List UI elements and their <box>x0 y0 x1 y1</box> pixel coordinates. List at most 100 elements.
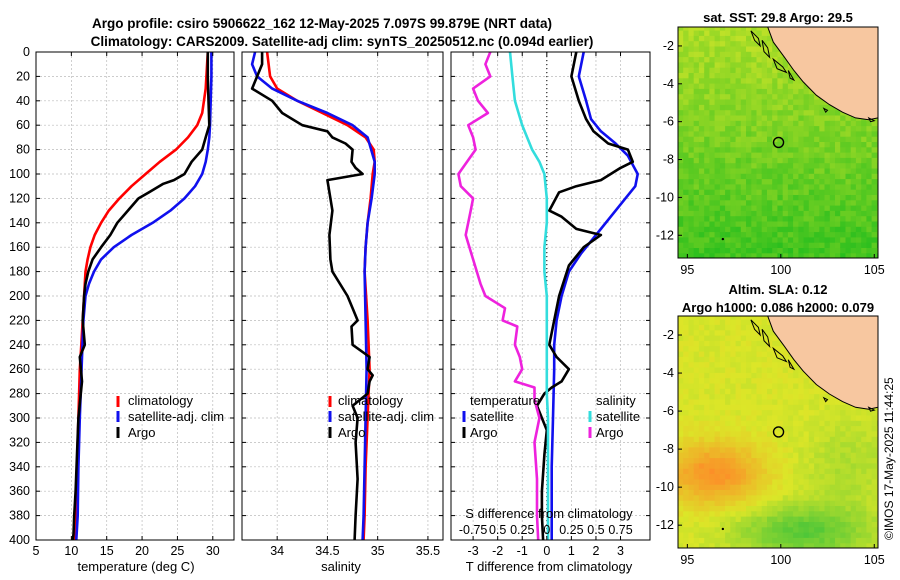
map-cell <box>719 367 726 373</box>
map-cell <box>767 382 773 389</box>
map-cell <box>798 93 805 100</box>
map-cell <box>803 215 810 222</box>
map-cell <box>824 173 831 180</box>
map-cell <box>850 473 857 480</box>
map-cell <box>876 457 878 464</box>
map-cell <box>824 404 831 411</box>
map-cell <box>704 51 710 58</box>
map-cell <box>735 516 742 522</box>
map-cell <box>698 35 705 42</box>
map-cell <box>735 252 742 258</box>
map-cell <box>725 542 731 548</box>
tick-label-y: 400 <box>9 533 30 547</box>
map-cell <box>746 109 752 116</box>
map-cell <box>876 242 878 248</box>
map-cell <box>746 35 752 42</box>
map-cell <box>782 114 789 121</box>
map-cell <box>798 178 805 185</box>
map-cell <box>693 125 700 132</box>
map-cell <box>835 505 841 512</box>
map-cell <box>746 462 752 469</box>
map-cell <box>793 510 799 517</box>
temperature-xlabel: temperature (deg C) <box>77 559 194 574</box>
map-cell <box>683 205 689 211</box>
s-tick-label: 0.25 <box>559 523 583 537</box>
map-cell <box>688 104 695 111</box>
map-cell <box>756 510 763 517</box>
map-cell <box>819 125 826 132</box>
map-cell <box>756 30 763 36</box>
map-cell <box>735 77 742 84</box>
map-cell <box>782 537 789 544</box>
map-cell <box>782 152 789 158</box>
map-cell <box>772 409 778 416</box>
map-cell <box>725 146 731 153</box>
map-cell <box>714 505 721 512</box>
map-cell <box>725 409 731 416</box>
map-cell <box>772 500 778 506</box>
map-cell <box>787 252 794 258</box>
map-cell <box>688 130 695 137</box>
map-frame <box>677 26 879 259</box>
map-cell <box>871 215 878 222</box>
map-cell <box>814 409 820 416</box>
map-cell <box>793 441 799 448</box>
map-cell <box>814 220 820 227</box>
map-cell <box>777 377 784 384</box>
map-cell <box>714 345 721 352</box>
map-cell <box>840 489 846 496</box>
map-cell <box>719 45 726 52</box>
map-cell <box>777 210 784 217</box>
map-cell <box>845 146 852 153</box>
map-cell <box>709 125 716 132</box>
map-cell <box>855 436 862 443</box>
map-cell <box>866 484 873 490</box>
map-cell <box>756 505 763 512</box>
map-cell <box>719 146 726 153</box>
map-cell <box>787 162 794 169</box>
map-cell <box>693 398 700 405</box>
map-cell <box>730 236 737 243</box>
map-cell <box>704 77 710 84</box>
tick-label-lon: 105 <box>864 263 885 277</box>
map-cell <box>767 393 773 400</box>
map-cell <box>835 162 841 169</box>
map-cell <box>730 210 737 217</box>
map-cell <box>735 141 742 148</box>
map-cell <box>740 388 747 395</box>
map-cell <box>808 109 815 116</box>
map-cell <box>735 425 742 432</box>
map-cell <box>751 316 758 320</box>
map-cell <box>798 484 805 490</box>
map-cell <box>688 40 695 47</box>
map-cell <box>861 489 867 496</box>
map-cell <box>767 67 773 73</box>
map-cell <box>725 189 731 195</box>
map-cell <box>761 319 768 325</box>
tick-label-y: 160 <box>9 240 30 254</box>
map-cell <box>698 473 705 480</box>
map-cell <box>704 247 710 254</box>
map-cell <box>798 236 805 243</box>
map-cell <box>714 205 721 211</box>
map-cell <box>798 398 805 405</box>
map-cell <box>719 136 726 142</box>
map-cell <box>767 356 773 363</box>
map-cell <box>777 441 784 448</box>
map-cell <box>688 226 695 233</box>
map-cell <box>808 247 815 254</box>
map-cell <box>756 173 763 180</box>
map-cell <box>714 356 721 363</box>
map-cell <box>698 441 705 448</box>
map-cell <box>735 414 742 421</box>
map-cell <box>756 537 763 544</box>
map-cell <box>704 40 710 47</box>
map-cell <box>678 505 684 512</box>
map-cell <box>751 361 758 368</box>
map-cell <box>746 199 752 206</box>
map-cell <box>751 473 758 480</box>
map-cell <box>777 430 784 437</box>
map-cell <box>740 452 747 459</box>
map-cell <box>730 72 737 79</box>
map-cell <box>683 30 689 36</box>
